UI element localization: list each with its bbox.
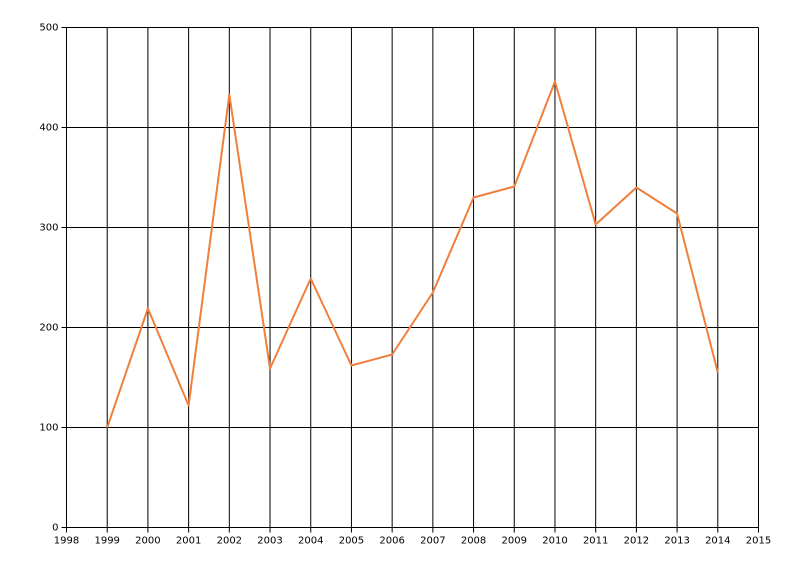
x-tick-label: 2011 — [583, 536, 608, 547]
x-tick-label: 2000 — [135, 536, 160, 547]
x-tick-label: 1998 — [54, 536, 79, 547]
x-tick-label: 2004 — [298, 536, 323, 547]
x-tick-label: 2005 — [339, 536, 364, 547]
x-tick-label: 1999 — [94, 536, 119, 547]
x-tick-label: 2003 — [257, 536, 282, 547]
x-tick-label: 2001 — [176, 536, 201, 547]
y-tick-label: 100 — [39, 423, 58, 434]
y-tick-label: 300 — [39, 223, 58, 234]
x-tick-label: 2002 — [217, 536, 242, 547]
x-tick-label: 2012 — [624, 536, 649, 547]
y-tick-label: 200 — [39, 323, 58, 334]
y-tick-label: 500 — [39, 23, 58, 34]
y-tick-label: 0 — [52, 523, 58, 534]
x-tick-label: 2010 — [542, 536, 567, 547]
x-tick-label: 2013 — [664, 536, 689, 547]
x-tick-label: 2008 — [461, 536, 486, 547]
x-tick-label: 2015 — [746, 536, 771, 547]
x-tick-label: 2006 — [379, 536, 404, 547]
data-line — [106, 80, 719, 428]
x-tick-label: 2007 — [420, 536, 445, 547]
x-tick-label: 2014 — [705, 536, 730, 547]
x-tick-label: 2009 — [502, 536, 527, 547]
y-tick-label: 400 — [39, 123, 58, 134]
